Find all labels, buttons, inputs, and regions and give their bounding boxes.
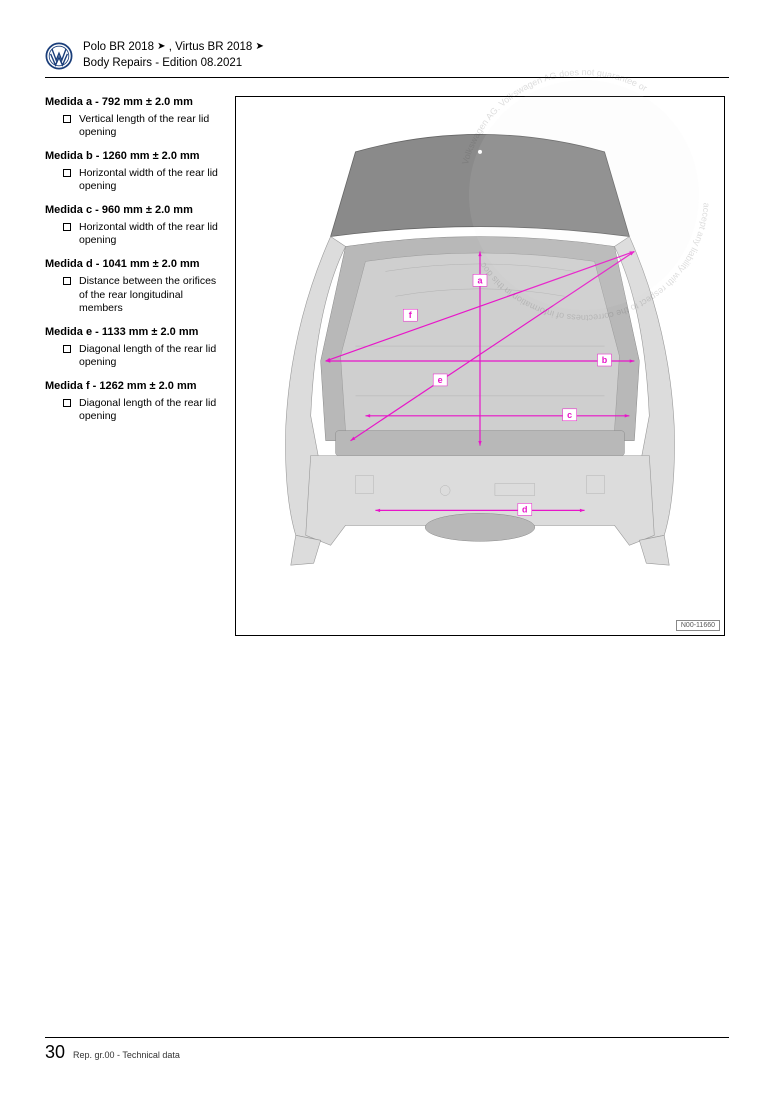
measure-desc-row: Horizontal width of the rear lid opening [45,221,223,248]
svg-text:b: b [602,355,608,365]
footer-text: Rep. gr.00 - Technical data [73,1050,180,1060]
figure-frame: abcdef N00-11660 [235,96,725,636]
measure-desc: Vertical length of the rear lid opening [79,113,223,140]
measure-item: Medida d - 1041 mm ± 2.0 mm Distance betw… [45,258,223,316]
content-row: Medida a - 792 mm ± 2.0 mm Vertical lengt… [45,96,729,636]
svg-text:f: f [409,310,412,320]
measure-desc: Diagonal length of the rear lid opening [79,397,223,424]
measure-title: Medida f - 1262 mm ± 2.0 mm [45,380,223,394]
model-2: Virtus BR 2018 [175,41,252,53]
bullet-icon [63,169,71,177]
vw-logo-icon [45,42,73,70]
car-diagram: abcdef [236,97,724,635]
bullet-icon [63,345,71,353]
measure-title: Medida e - 1133 mm ± 2.0 mm [45,326,223,340]
measure-title: Medida a - 792 mm ± 2.0 mm [45,96,223,110]
svg-text:e: e [438,375,443,385]
measure-title: Medida d - 1041 mm ± 2.0 mm [45,258,223,272]
measure-desc-row: Diagonal length of the rear lid opening [45,397,223,424]
measure-desc-row: Vertical length of the rear lid opening [45,113,223,140]
bullet-icon [63,277,71,285]
arrow-icon: ➤ [157,40,165,54]
page-footer: 30 Rep. gr.00 - Technical data [45,1037,729,1063]
svg-text:d: d [522,504,527,514]
header-text: Polo BR 2018 ➤ , Virtus BR 2018 ➤ Body R… [83,40,264,71]
measure-desc: Diagonal length of the rear lid opening [79,343,223,370]
measure-desc: Horizontal width of the rear lid opening [79,167,223,194]
page-number: 30 [45,1042,65,1063]
measure-title: Medida b - 1260 mm ± 2.0 mm [45,150,223,164]
bullet-icon [63,399,71,407]
figure-id: N00-11660 [676,620,720,631]
bullet-icon [63,115,71,123]
svg-text:c: c [567,410,572,420]
measure-title: Medida c - 960 mm ± 2.0 mm [45,204,223,218]
bullet-icon [63,223,71,231]
page-header: Polo BR 2018 ➤ , Virtus BR 2018 ➤ Body R… [45,40,729,78]
measure-desc: Horizontal width of the rear lid opening [79,221,223,248]
measure-desc-row: Distance between the orifices of the rea… [45,275,223,316]
measure-desc-row: Horizontal width of the rear lid opening [45,167,223,194]
subtitle: Body Repairs - Edition 08.2021 [83,57,242,69]
measure-item: Medida a - 792 mm ± 2.0 mm Vertical lengt… [45,96,223,140]
measure-desc: Distance between the orifices of the rea… [79,275,223,316]
measure-item: Medida c - 960 mm ± 2.0 mm Horizontal wid… [45,204,223,248]
measure-item: Medida f - 1262 mm ± 2.0 mm Diagonal leng… [45,380,223,424]
arrow-icon: ➤ [256,40,264,54]
measurement-list: Medida a - 792 mm ± 2.0 mm Vertical lengt… [45,96,223,636]
model-1: Polo BR 2018 [83,41,154,53]
measure-item: Medida b - 1260 mm ± 2.0 mm Horizontal wi… [45,150,223,194]
measure-desc-row: Diagonal length of the rear lid opening [45,343,223,370]
measure-item: Medida e - 1133 mm ± 2.0 mm Diagonal leng… [45,326,223,370]
